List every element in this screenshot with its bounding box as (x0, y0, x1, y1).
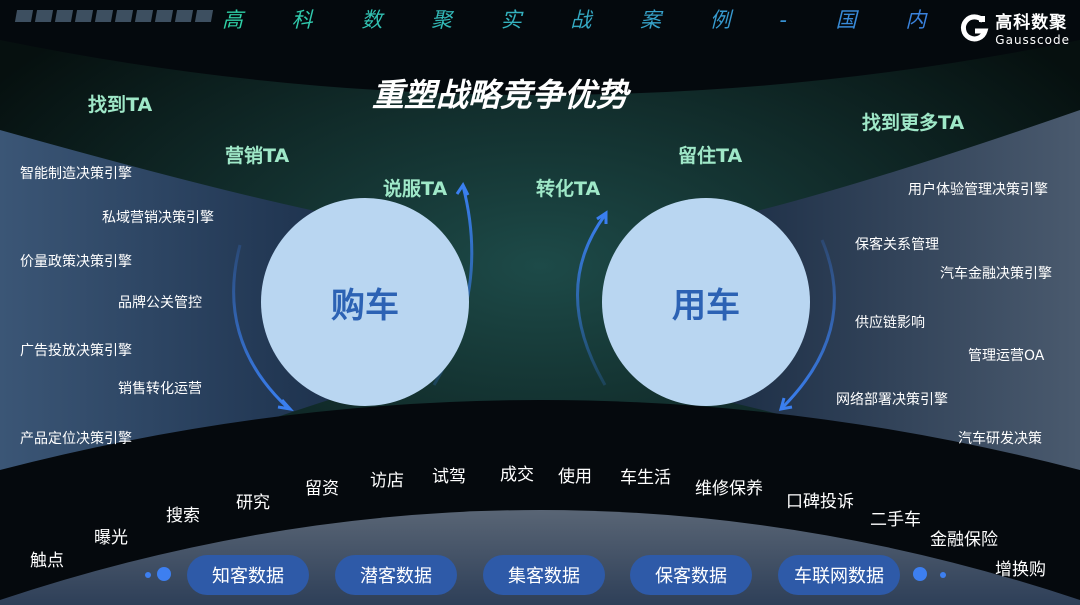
journey-step: 维修保养 (695, 479, 763, 499)
circle-use-car: 用车 (602, 198, 810, 406)
engine-label: 销售转化运营 (118, 381, 202, 397)
ta-label: 找到更多TA (862, 112, 965, 134)
engine-label: 价量政策决策引擎 (20, 254, 132, 270)
data-pill: 保客数据 (630, 555, 752, 595)
ta-label: 说服TA (383, 178, 448, 200)
journey-step: 触点 (30, 551, 64, 571)
header-decoration (14, 10, 214, 22)
journey-step: 增换购 (995, 560, 1046, 580)
data-pill: 潜客数据 (335, 555, 457, 595)
engine-label: 品牌公关管控 (118, 295, 202, 311)
data-pill: 知客数据 (187, 555, 309, 595)
decor-dot (913, 567, 927, 581)
engine-label: 智能制造决策引擎 (20, 166, 132, 182)
journey-step: 二手车 (870, 510, 921, 530)
engine-label: 汽车研发决策 (958, 431, 1042, 447)
circle-buy-car: 购车 (261, 198, 469, 406)
ta-label: 找到TA (88, 94, 153, 116)
engine-label: 广告投放决策引擎 (20, 343, 132, 359)
page-title: 重塑战略竞争优势 (372, 76, 629, 114)
engine-label: 私域营销决策引擎 (102, 210, 214, 226)
engine-label: 保客关系管理 (855, 237, 939, 253)
journey-step: 车生活 (620, 468, 671, 488)
engine-label: 汽车金融决策引擎 (940, 266, 1052, 282)
ta-label: 转化TA (536, 178, 601, 200)
logo-icon (961, 13, 989, 41)
decor-dot (145, 572, 151, 578)
journey-step: 成交 (500, 465, 534, 485)
journey-step: 试驾 (432, 467, 466, 487)
engine-label: 产品定位决策引擎 (20, 431, 132, 447)
ta-label: 留住TA (678, 145, 743, 167)
decor-dot (157, 567, 171, 581)
engine-label: 用户体验管理决策引擎 (908, 182, 1048, 198)
logo: 高科数聚 Gausscode (959, 8, 1070, 47)
journey-step: 访店 (370, 471, 404, 491)
data-pill: 车联网数据 (778, 555, 900, 595)
journey-step: 搜索 (166, 506, 200, 526)
data-pill: 集客数据 (483, 555, 605, 595)
journey-step: 研究 (236, 493, 270, 513)
engine-label: 管理运营OA (968, 348, 1045, 364)
logo-cn: 高科数聚 (995, 13, 1068, 33)
journey-step: 金融保险 (930, 530, 998, 550)
logo-en: Gausscode (995, 33, 1070, 47)
engine-label: 供应链影响 (855, 315, 925, 331)
decor-dot (940, 572, 946, 578)
engine-label: 网络部署决策引擎 (836, 392, 948, 408)
journey-step: 口碑投诉 (786, 492, 854, 512)
journey-step: 曝光 (94, 528, 128, 548)
header-subtitle: 高 科 数 聚 实 战 案 例 - 国 内 (222, 4, 947, 34)
journey-step: 留资 (305, 479, 339, 499)
ta-label: 营销TA (225, 145, 290, 167)
journey-step: 使用 (558, 467, 592, 487)
